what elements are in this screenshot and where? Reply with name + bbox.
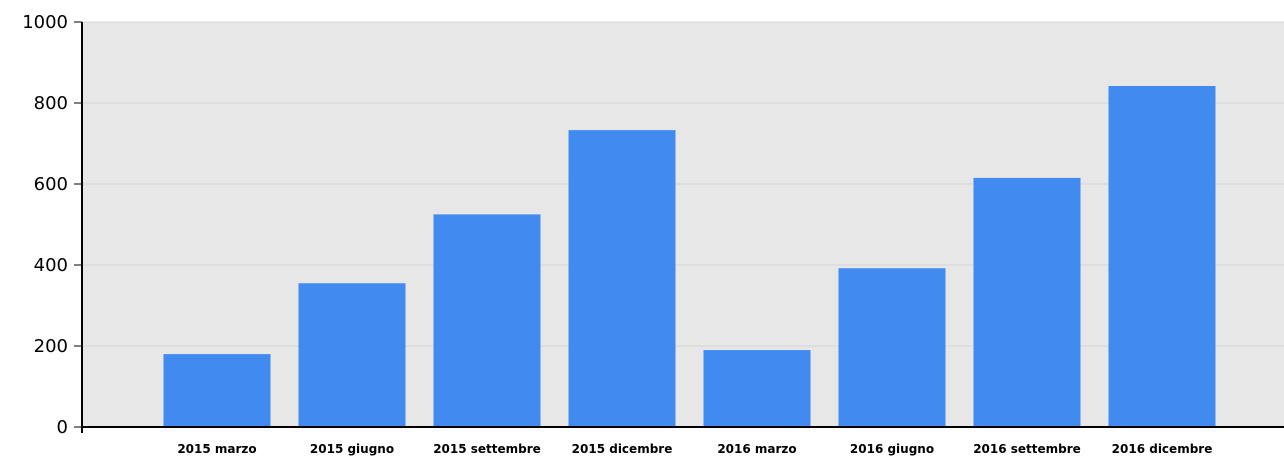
x-category-label: 2015 giugno xyxy=(310,442,394,456)
y-tick-label: 1000 xyxy=(22,12,68,33)
bar xyxy=(568,130,676,427)
bar xyxy=(973,177,1081,427)
x-category-label: 2016 giugno xyxy=(850,442,934,456)
x-category-label: 2016 dicembre xyxy=(1112,442,1213,456)
y-tick-label: 200 xyxy=(34,336,68,357)
bars xyxy=(163,85,1216,428)
y-tick-label: 400 xyxy=(34,255,68,276)
bar xyxy=(433,214,541,427)
x-category-label: 2015 marzo xyxy=(177,442,256,456)
x-category-label: 2015 dicembre xyxy=(572,442,673,456)
bar xyxy=(298,283,406,427)
bar xyxy=(703,350,811,427)
y-tick-labels: 0 200 400 600 800 1000 xyxy=(22,12,82,438)
y-tick-label: 0 xyxy=(57,417,68,438)
x-category-label: 2016 marzo xyxy=(717,442,796,456)
bar xyxy=(838,268,946,427)
bar xyxy=(1108,85,1216,428)
x-category-label: 2016 settembre xyxy=(973,442,1081,456)
gridlines xyxy=(82,21,1284,347)
bar xyxy=(163,354,271,427)
y-tick-label: 800 xyxy=(34,93,68,114)
plot-background xyxy=(82,22,1284,427)
x-category-labels: 2015 marzo 2015 giugno 2015 settembre 2015 … xyxy=(177,442,1212,456)
x-category-label: 2015 settembre xyxy=(433,442,541,456)
y-tick-label: 600 xyxy=(34,174,68,195)
